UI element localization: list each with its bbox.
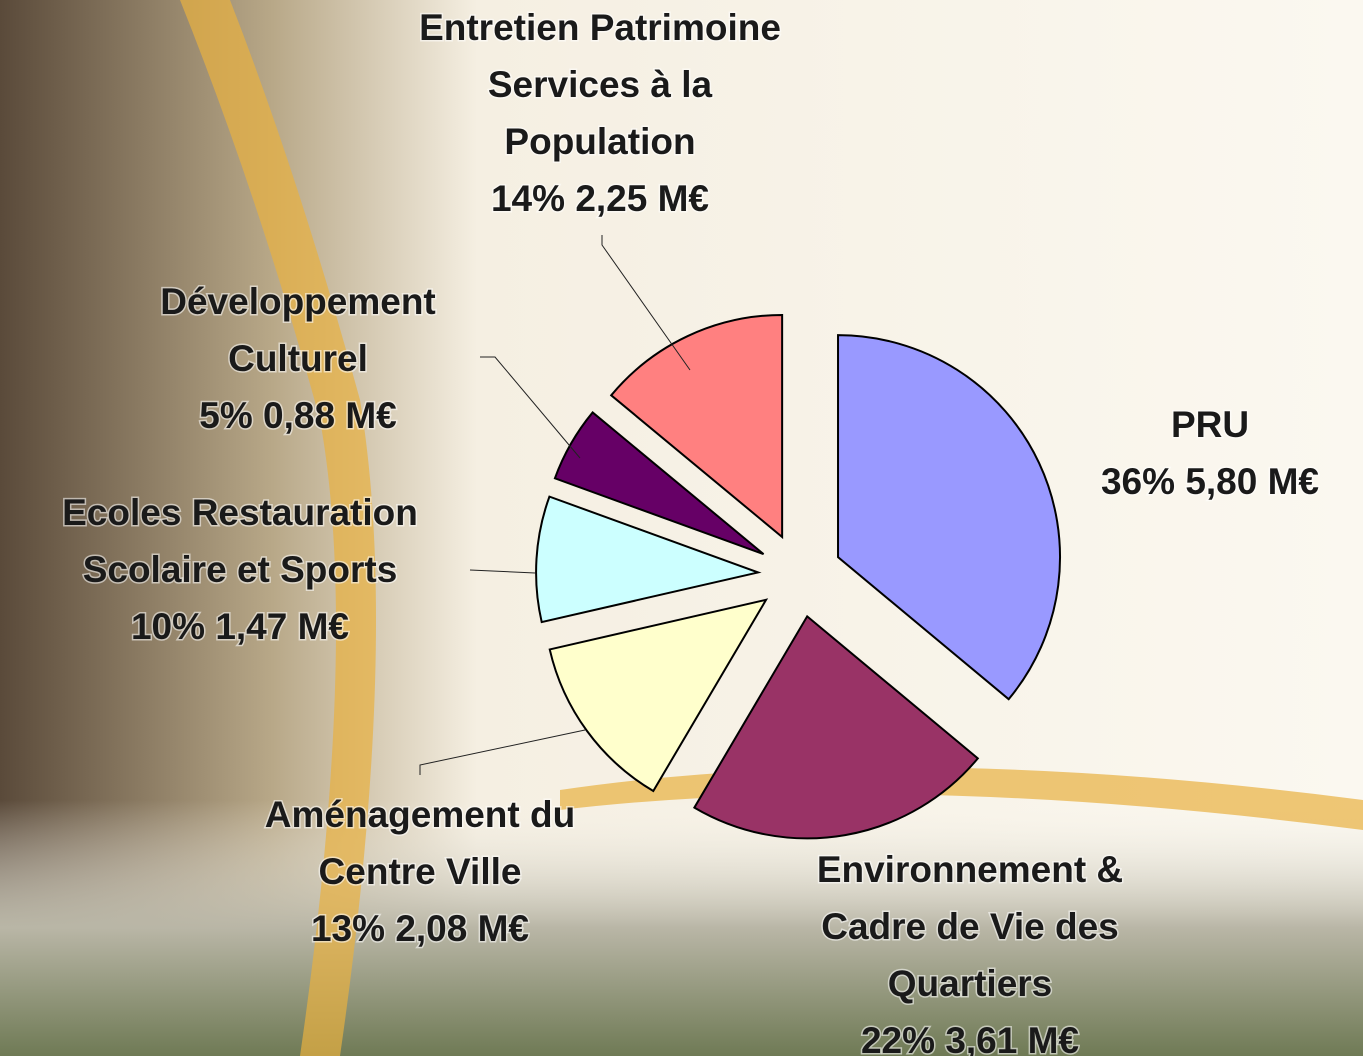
label-line: Développement bbox=[160, 281, 436, 322]
value-label: 10% 1,47 M€ bbox=[131, 606, 349, 647]
pie-slice bbox=[609, 313, 784, 540]
value-label: 5% 0,88 M€ bbox=[199, 395, 396, 436]
label-line: Centre Ville bbox=[319, 851, 522, 892]
label-line: Ecoles Restauration bbox=[62, 492, 418, 533]
leader-line bbox=[601, 235, 691, 371]
label-line: Population bbox=[504, 121, 695, 162]
slice-label: PRU bbox=[1171, 404, 1249, 445]
leader-line bbox=[419, 729, 586, 775]
pie-slice bbox=[837, 334, 1061, 701]
labels: PRU 36% 5,80 M€ Environnement & Cadre de Vi… bbox=[61, 6, 1321, 1056]
slice-label: Entretien Patrimoine Services à la Populat… bbox=[419, 7, 781, 162]
label-line: Scolaire et Sports bbox=[83, 549, 398, 590]
label-line: Aménagement du bbox=[265, 794, 575, 835]
pie-slice bbox=[535, 495, 762, 624]
slice-label: Ecoles Restauration Scolaire et Sports bbox=[62, 492, 418, 590]
background-ground bbox=[0, 800, 1363, 1056]
value-label: 36% 5,80 M€ bbox=[1101, 461, 1319, 502]
leader-line bbox=[480, 356, 581, 459]
swoosh bbox=[180, 0, 376, 1056]
label-line: Quartiers bbox=[888, 963, 1053, 1004]
value-label: 13% 2,08 M€ bbox=[311, 908, 529, 949]
label-line: Environnement & bbox=[817, 849, 1123, 890]
pie-slice bbox=[693, 614, 980, 840]
leader-line bbox=[469, 569, 536, 574]
value-label: 14% 2,25 M€ bbox=[491, 178, 709, 219]
slice-label: Aménagement du Centre Ville bbox=[265, 794, 575, 892]
slice-label: Environnement & Cadre de Vie des Quartiers bbox=[817, 849, 1123, 1004]
label-line: Entretien Patrimoine bbox=[419, 7, 781, 48]
slice-label: Développement Culturel bbox=[160, 281, 436, 379]
label-line: PRU bbox=[1171, 404, 1249, 445]
label-line: Culturel bbox=[228, 338, 368, 379]
label-line: Cadre de Vie des bbox=[821, 906, 1119, 947]
pie-slice bbox=[548, 598, 769, 793]
pie bbox=[535, 313, 1061, 840]
value-label: 22% 3,61 M€ bbox=[861, 1020, 1079, 1056]
label-line: Services à la bbox=[488, 64, 713, 105]
pie-slice bbox=[553, 411, 765, 556]
